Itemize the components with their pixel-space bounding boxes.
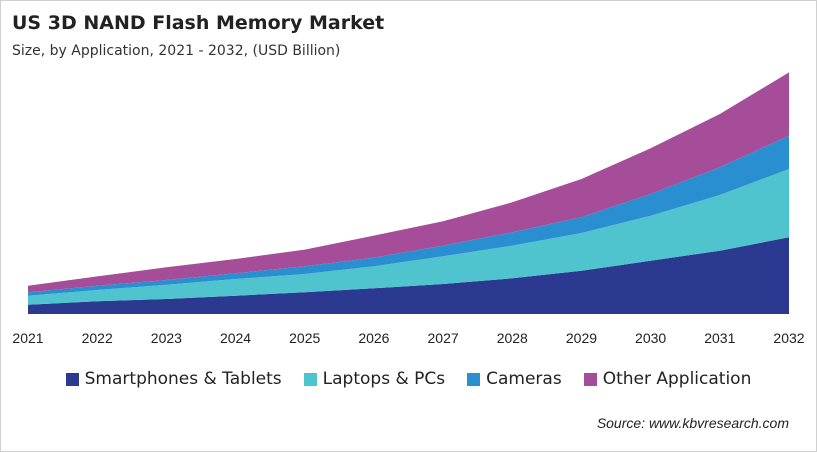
source-note: Source: www.kbvresearch.com <box>596 415 789 431</box>
x-tick-label: 2022 <box>82 330 113 346</box>
x-tick-label: 2026 <box>358 330 389 346</box>
legend-swatch <box>467 372 481 386</box>
x-tick-label: 2031 <box>704 330 735 346</box>
legend-swatch <box>65 372 79 386</box>
legend-label: Smartphones & Tablets <box>84 369 282 389</box>
area-smartphones-tablets <box>28 237 789 314</box>
legend-swatch <box>303 372 317 386</box>
x-tick-label: 2027 <box>428 330 459 346</box>
x-tick-label: 2029 <box>566 330 597 346</box>
area-laptops-pcs <box>28 169 789 305</box>
area-cameras <box>28 135 789 296</box>
x-tick-label: 2023 <box>151 330 182 346</box>
x-tick-label: 2021 <box>12 330 43 346</box>
legend-label: Laptops & PCs <box>322 369 446 389</box>
x-tick-label: 2025 <box>289 330 320 346</box>
x-tick-label: 2030 <box>635 330 666 346</box>
legend-label: Cameras <box>486 369 562 389</box>
x-tick-label: 2032 <box>773 330 804 346</box>
legend-item: Laptops & PCs <box>303 369 446 389</box>
legend-swatch <box>583 372 597 386</box>
chart-subtitle: Size, by Application, 2021 - 2032, (USD … <box>12 43 341 59</box>
legend-item: Other Application <box>583 369 752 389</box>
legend-item: Smartphones & Tablets <box>65 369 282 389</box>
area-other-application <box>28 72 789 293</box>
x-tick-label: 2028 <box>497 330 528 346</box>
x-tick-label: 2024 <box>220 330 251 346</box>
legend-label: Other Application <box>602 369 752 389</box>
chart-title: US 3D NAND Flash Memory Market <box>12 12 385 34</box>
legend-item: Cameras <box>467 369 562 389</box>
legend: Smartphones & Tablets Laptops & PCs Camera… <box>0 369 817 389</box>
